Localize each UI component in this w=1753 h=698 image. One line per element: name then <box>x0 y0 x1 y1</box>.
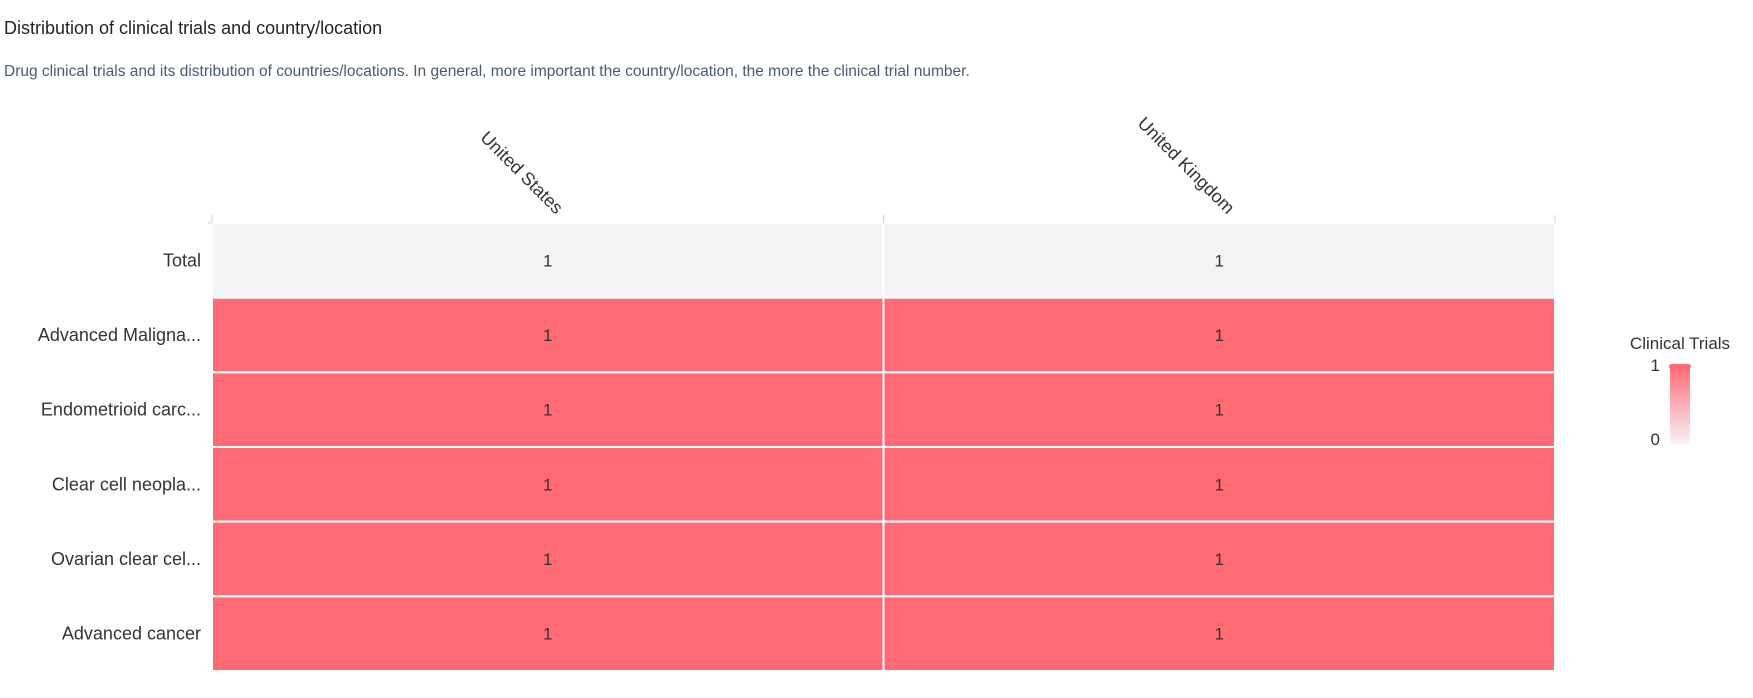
legend-title: Clinical Trials <box>1630 334 1730 353</box>
y-axis-label: Ovarian clear cel... <box>51 549 201 569</box>
cell-value-label: 1 <box>1215 550 1224 569</box>
cell-value-label: 1 <box>1215 401 1224 420</box>
y-axis-label: Total <box>163 250 201 270</box>
x-axis-label: United Kingdom <box>1134 113 1239 218</box>
y-axis-label: Advanced Maligna... <box>38 325 201 345</box>
cell-value-label: 1 <box>543 625 552 644</box>
cell-value-label: 1 <box>1215 475 1224 494</box>
x-axis: United States United Kingdom <box>212 113 1555 223</box>
cell-value-label: 1 <box>543 550 552 569</box>
cell-value-label: 1 <box>543 475 552 494</box>
legend-max-label: 1 <box>1651 356 1660 375</box>
legend-handle[interactable] <box>1669 364 1691 369</box>
y-axis-label: Endometrioid carc... <box>41 400 201 420</box>
cell-value-label: 1 <box>1215 625 1224 644</box>
heatmap-grid: 1 1 1 1 1 1 1 1 1 1 1 1 <box>212 223 1555 671</box>
cell-value-label: 1 <box>1215 251 1224 270</box>
legend-gradient-bar <box>1670 366 1690 444</box>
cell-value-label: 1 <box>543 401 552 420</box>
cell-value-label: 1 <box>543 251 552 270</box>
y-axis-label: Clear cell neopla... <box>52 474 201 494</box>
x-axis-label: United States <box>477 127 568 218</box>
legend-min-label: 0 <box>1651 430 1660 449</box>
y-axis: Total Advanced Maligna... Endometrioid car… <box>38 223 212 644</box>
cell-value-label: 1 <box>543 326 552 345</box>
cell-value-label: 1 <box>1215 326 1224 345</box>
color-legend: Clinical Trials 1 0 <box>1630 334 1730 449</box>
y-axis-label: Advanced cancer <box>62 624 201 644</box>
